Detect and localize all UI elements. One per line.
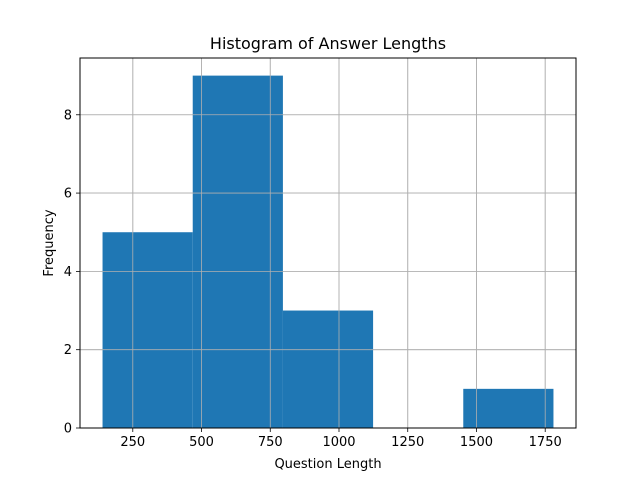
x-tick-label: 1000 [322,435,355,450]
x-tick-label: 250 [120,435,145,450]
x-tick-label: 1500 [460,435,493,450]
chart-title: Histogram of Answer Lengths [210,34,446,53]
axis-ticks: 250 500 750 1000 1250 1500 1750 0 2 4 6 8 [64,108,562,450]
y-tick-label: 2 [64,343,72,358]
histogram-bar [102,232,193,428]
y-tick-label: 0 [64,422,72,437]
y-tick-label: 6 [64,187,72,202]
x-tick-label: 1250 [391,435,424,450]
y-tick-label: 4 [64,265,72,280]
axes-frame [79,57,577,429]
x-tick-label: 500 [189,435,214,450]
y-tick-label: 8 [64,108,72,123]
x-tick-label: 1750 [529,435,562,450]
histogram-bar [192,75,283,428]
histogram-bars [80,58,576,429]
x-axis-label: Question Length [274,457,381,472]
x-tick-label: 750 [258,435,283,450]
histogram-bar [282,310,374,428]
histogram-bar [463,388,554,428]
y-axis-label: Frequency [42,209,57,276]
